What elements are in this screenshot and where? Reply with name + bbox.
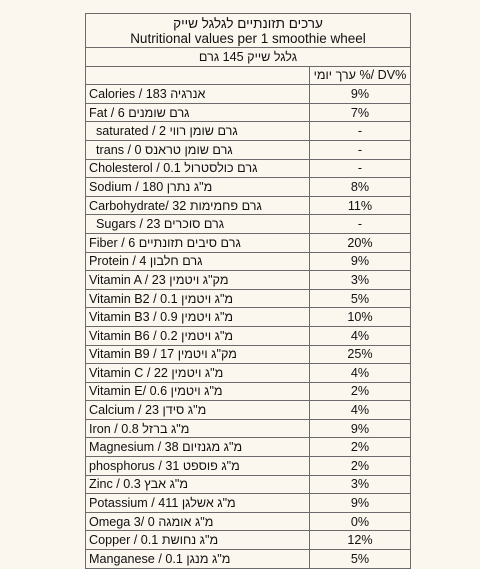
nutrient-dv: 2%: [309, 381, 411, 402]
nutrient-row: Fiber / 6 גרם סיבים תזונתיים 20%: [85, 232, 411, 253]
nutrient-label: Zinc / 0.3 מ"ג אבץ: [85, 474, 310, 495]
nutrient-dv: 9%: [309, 418, 411, 439]
nutrient-row: Sugars / 23 גרם סוכרים -: [85, 214, 411, 234]
nutrient-label: Vitamin B9 / 17 מק"ג ויטמין: [85, 344, 310, 365]
nutrient-dv: 4%: [309, 400, 411, 420]
header-dv: ערך יומי %/ DV%: [309, 65, 411, 86]
title-hebrew: ערכים תזונתיים לגלגל שייק: [173, 16, 323, 31]
nutrient-label: Vitamin C / 22 מ"ג ויטמין: [85, 363, 310, 383]
nutrient-label: Fat / 6 גרם שומנים: [85, 102, 310, 123]
nutrient-dv: -: [309, 158, 411, 179]
nutrient-dv: 8%: [309, 177, 411, 197]
nutrition-table-body: גלגל שייק 145 גרם ערך יומי %/ DV% Calori…: [85, 47, 411, 569]
nutrient-dv: 3%: [309, 474, 411, 495]
nutrient-row: Vitamin E/ 0.6 מ"ג ויטמין 2%: [85, 381, 411, 402]
nutrient-label: Sugars / 23 גרם סוכרים: [85, 214, 310, 234]
nutrient-row: Carbohydrate/ 32 גרם פחמימות 11%: [85, 195, 411, 216]
header-row: ערך יומי %/ DV%: [85, 65, 411, 86]
nutrient-label: phosphorus / 31 מ"ג פוספט: [85, 456, 310, 476]
nutrient-dv: -: [309, 139, 411, 160]
serving-size: גלגל שייק 145 גרם: [85, 47, 411, 67]
nutrient-dv: 2%: [309, 437, 411, 458]
nutrient-label: Protein / 4 גרם חלבון: [85, 251, 310, 272]
nutrient-dv: -: [309, 214, 411, 234]
nutrient-row: Vitamin B9 / 17 מק"ג ויטמין 25%: [85, 344, 411, 365]
nutrient-row: trans / 0 גרם שומן טראנס -: [85, 139, 411, 160]
nutrient-dv: 12%: [309, 530, 411, 551]
nutrient-dv: 9%: [309, 493, 411, 513]
title-box: ערכים תזונתיים לגלגל שייק Nutritional va…: [85, 13, 411, 47]
nutrient-row: Cholesterol / 0.1 גרם כולסטרול -: [85, 158, 411, 179]
nutrient-dv: 11%: [309, 195, 411, 216]
nutrient-dv: 7%: [309, 102, 411, 123]
nutrient-row: Vitamin A / 23 מק"ג ויטמין 3%: [85, 270, 411, 290]
nutrient-dv: -: [309, 121, 411, 141]
nutrition-table: גלגל שייק 145 גרם ערך יומי %/ DV% Calori…: [85, 47, 411, 569]
nutrient-label: Copper / 0.1 מ"ג נחושת: [85, 530, 310, 551]
nutrient-row: Vitamin B3 / 0.9 מ"ג ויטמין 10%: [85, 307, 411, 327]
nutrient-label: Potassium / 411 מ"ג אשלגן: [85, 493, 310, 513]
nutrient-row: Potassium / 411 מ"ג אשלגן 9%: [85, 493, 411, 513]
nutrient-dv: 5%: [309, 288, 411, 309]
nutrient-dv: 3%: [309, 270, 411, 290]
nutrient-dv: 9%: [309, 251, 411, 272]
nutrient-row: Protein / 4 גרם חלבון 9%: [85, 251, 411, 272]
nutrient-dv: 10%: [309, 307, 411, 327]
nutrient-row: Vitamin C / 22 מ"ג ויטמין 4%: [85, 363, 411, 383]
nutrient-label: Calories / 183 אנרגיה: [85, 84, 310, 104]
nutrient-label: Calcium / 23 מ"ג סידן: [85, 400, 310, 420]
nutrient-label: Vitamin B6 / 0.2 מ"ג ויטמין: [85, 325, 310, 346]
nutrient-label: Manganese / 0.1 מ"ג מנגן: [85, 549, 310, 569]
nutrient-label: Vitamin B3 / 0.9 מ"ג ויטמין: [85, 307, 310, 327]
nutrient-dv: 0%: [309, 511, 411, 532]
nutrient-row: Sodium / 180 מ"ג נתרן 8%: [85, 177, 411, 197]
nutrient-dv: 5%: [309, 549, 411, 569]
title-english: Nutritional values per 1 smoothie wheel: [130, 31, 366, 46]
nutrient-row: saturated / 2 גרם שומן רווי -: [85, 121, 411, 141]
nutrient-dv: 2%: [309, 456, 411, 476]
nutrient-label: Iron / 0.8 מ"ג ברזל: [85, 418, 310, 439]
nutrient-row: phosphorus / 31 מ"ג פוספט 2%: [85, 456, 411, 476]
nutrient-dv: 9%: [309, 84, 411, 104]
nutrient-dv: 4%: [309, 363, 411, 383]
nutrient-label: Sodium / 180 מ"ג נתרן: [85, 177, 310, 197]
nutrient-row: Vitamin B2 / 0.1 מ"ג ויטמין 5%: [85, 288, 411, 309]
nutrient-dv: 25%: [309, 344, 411, 365]
nutrient-label: Carbohydrate/ 32 גרם פחמימות: [85, 195, 310, 216]
nutrient-row: Calcium / 23 מ"ג סידן 4%: [85, 400, 411, 420]
nutrient-label: Fiber / 6 גרם סיבים תזונתיים: [85, 232, 310, 253]
header-name: [85, 65, 310, 86]
nutrient-dv: 4%: [309, 325, 411, 346]
nutrient-label: Vitamin B2 / 0.1 מ"ג ויטמין: [85, 288, 310, 309]
serving-row: גלגל שייק 145 גרם: [85, 47, 411, 67]
nutrition-label: ערכים תזונתיים לגלגל שייק Nutritional va…: [85, 13, 411, 569]
nutrient-label: Vitamin E/ 0.6 מ"ג ויטמין: [85, 381, 310, 402]
nutrient-dv: 20%: [309, 232, 411, 253]
nutrient-row: Zinc / 0.3 מ"ג אבץ 3%: [85, 474, 411, 495]
nutrient-row: Fat / 6 גרם שומנים 7%: [85, 102, 411, 123]
nutrient-row: Iron / 0.8 מ"ג ברזל 9%: [85, 418, 411, 439]
nutrient-label: Vitamin A / 23 מק"ג ויטמין: [85, 270, 310, 290]
nutrient-row: Copper / 0.1 מ"ג נחושת 12%: [85, 530, 411, 551]
nutrient-row: Vitamin B6 / 0.2 מ"ג ויטמין 4%: [85, 325, 411, 346]
nutrient-label: Magnesium / 38 מ"ג מגנזיום: [85, 437, 310, 458]
nutrient-row: Omega 3/ 0 מ"ג אומגה 0%: [85, 511, 411, 532]
nutrient-label: Cholesterol / 0.1 גרם כולסטרול: [85, 158, 310, 179]
nutrient-row: Calories / 183 אנרגיה 9%: [85, 84, 411, 104]
nutrient-row: Magnesium / 38 מ"ג מגנזיום 2%: [85, 437, 411, 458]
nutrient-label: saturated / 2 גרם שומן רווי: [85, 121, 310, 141]
nutrient-row: Manganese / 0.1 מ"ג מנגן 5%: [85, 549, 411, 569]
nutrient-label: Omega 3/ 0 מ"ג אומגה: [85, 511, 310, 532]
nutrient-label: trans / 0 גרם שומן טראנס: [85, 139, 310, 160]
